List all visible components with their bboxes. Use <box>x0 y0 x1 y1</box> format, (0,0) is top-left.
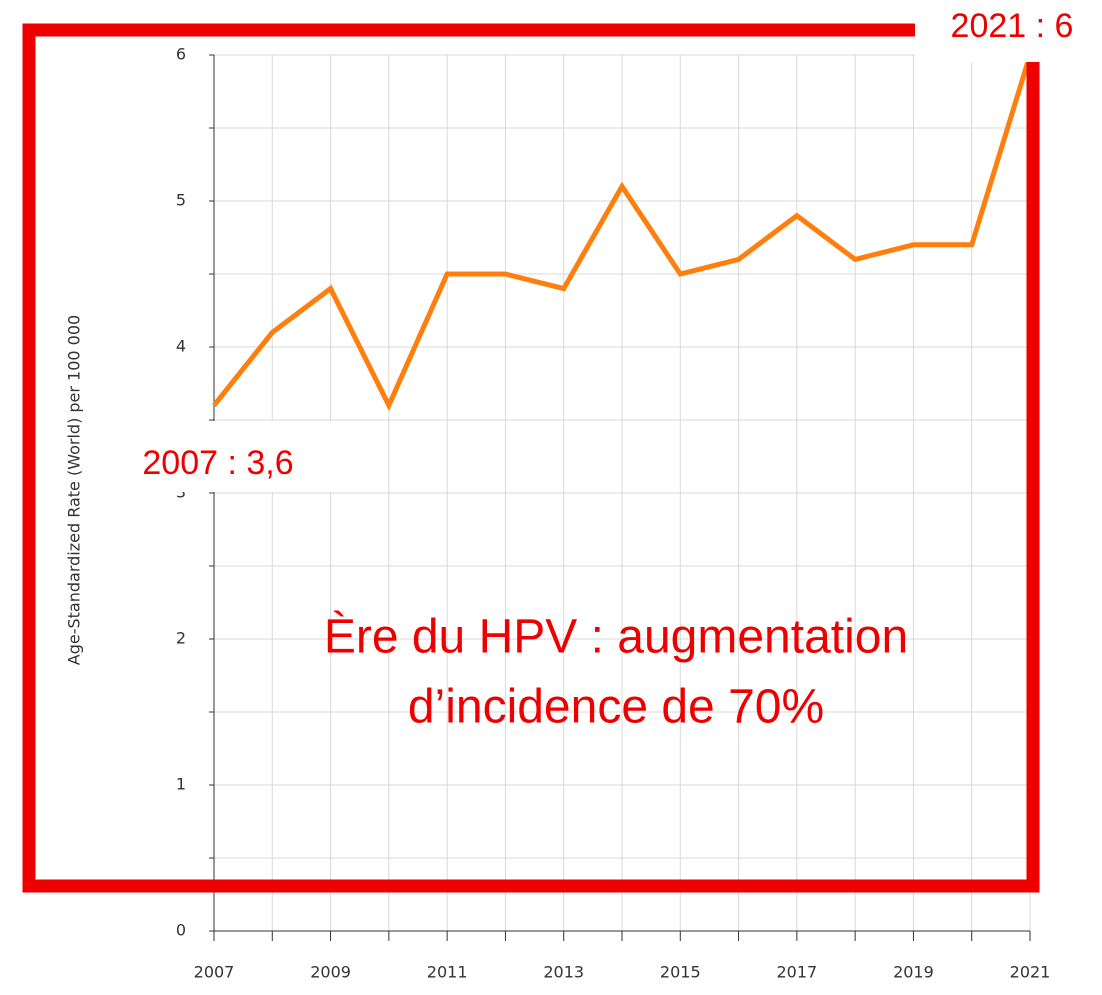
highlight-frame <box>22 23 1040 893</box>
x-tick-label: 2013 <box>543 963 584 982</box>
y-axis-label: Age-Standardized Rate (World) per 100 00… <box>65 315 84 665</box>
end-annotation: 2021 : 6 <box>951 7 1074 45</box>
label-bg <box>100 421 378 492</box>
y-tick-label: 1 <box>176 775 186 794</box>
message-annotation: d’incidence de 70% <box>408 681 824 734</box>
x-tick-label: 2017 <box>776 963 817 982</box>
x-tick-label: 2011 <box>427 963 468 982</box>
x-tick-label: 2019 <box>893 963 934 982</box>
y-tick-label: 4 <box>176 337 186 356</box>
x-tick-label: 2015 <box>660 963 701 982</box>
series-line <box>212 54 1033 412</box>
y-tick-label: 0 <box>176 921 186 940</box>
start-annotation: 2007 : 3,6 <box>142 444 293 482</box>
x-tick-label: 2007 <box>194 963 235 982</box>
x-tick-label: 2021 <box>1010 963 1051 982</box>
y-tick-label: 2 <box>176 629 186 648</box>
y-tick-label: 5 <box>176 191 186 210</box>
y-tick-label: 6 <box>176 45 186 64</box>
x-tick-label: 2009 <box>310 963 351 982</box>
label-bg <box>915 0 1102 62</box>
message-annotation: Ère du HPV : augmentation <box>324 611 908 664</box>
